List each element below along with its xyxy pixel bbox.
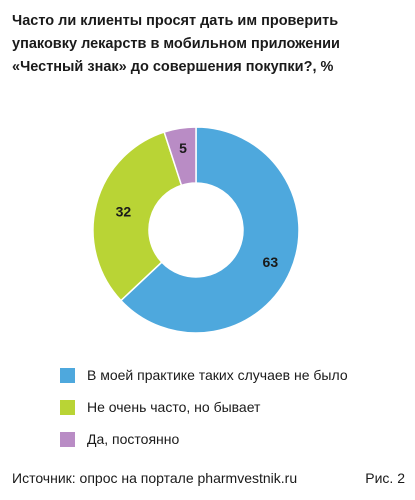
figure-label: Рис. 2: [365, 470, 405, 486]
legend-label: Не очень часто, но бывает: [87, 399, 261, 415]
data-label-constantly: 5: [179, 140, 187, 156]
legend-item-not-often: Не очень часто, но бывает: [60, 398, 348, 416]
slice-not-often: [92, 131, 183, 302]
legend-swatch: [60, 431, 75, 447]
slice-no-cases: [119, 126, 300, 334]
source-note: Источник: опрос на портале pharmvestnik.…: [12, 470, 298, 486]
legend-swatch: [60, 399, 75, 415]
chart-legend: В моей практике таких случаев не было Не…: [60, 366, 348, 462]
legend-item-no-cases: В моей практике таких случаев не было: [60, 366, 348, 384]
chart-title: Часто ли клиенты просят дать им проверит…: [12, 13, 340, 75]
legend-label: Да, постоянно: [87, 431, 180, 447]
data-label-not-often: 32: [116, 203, 132, 219]
legend-item-constantly: Да, постоянно: [60, 430, 348, 448]
legend-swatch: [60, 367, 75, 383]
footer: Источник: опрос на портале pharmvestnik.…: [12, 470, 405, 486]
donut-chart: 63 32 5: [92, 126, 300, 334]
data-label-no-cases: 63: [263, 254, 279, 270]
slice-constantly: [163, 126, 197, 187]
legend-label: В моей практике таких случаев не было: [87, 367, 348, 383]
